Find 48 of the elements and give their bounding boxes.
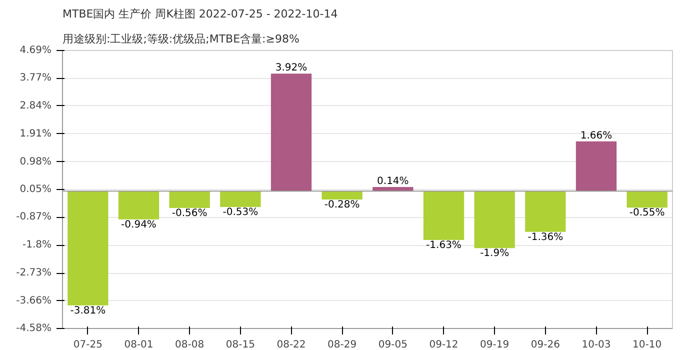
- y-tick-label: -4.58%: [16, 323, 52, 334]
- bar: [68, 191, 108, 306]
- y-tick-label: -2.73%: [16, 268, 52, 279]
- x-tick-label: 07-25: [73, 340, 102, 350]
- y-tick-label: 3.77%: [20, 72, 52, 84]
- data-label: -0.56%: [172, 208, 208, 219]
- x-tick-label: 09-05: [378, 340, 408, 350]
- data-label: 0.14%: [377, 176, 409, 187]
- x-tick-label: 08-15: [226, 340, 255, 350]
- bar: [525, 191, 566, 232]
- x-tick-label: 09-26: [530, 340, 560, 350]
- data-label: 1.66%: [580, 130, 612, 142]
- x-tick-label: 08-29: [328, 340, 357, 350]
- y-tick-label: -3.66%: [16, 295, 52, 306]
- y-tick-label: -1.8%: [22, 240, 52, 251]
- data-label: -1.9%: [480, 248, 510, 260]
- bar: [474, 191, 515, 248]
- y-tick-label: 1.91%: [20, 128, 52, 140]
- bar: [322, 191, 362, 200]
- bar: [118, 191, 160, 220]
- data-label: -1.63%: [426, 240, 462, 252]
- y-tick-label: 0.98%: [20, 156, 52, 168]
- chart-subtitle: 用途级别:工业级;等级:优级品;MTBE含量:≥98%: [62, 32, 300, 46]
- x-tick-label: 10-03: [582, 340, 611, 350]
- x-tick-label: 08-01: [124, 340, 154, 350]
- bar: [169, 191, 210, 208]
- data-label: -0.28%: [324, 200, 360, 211]
- y-tick-label: 0.05%: [20, 184, 52, 196]
- data-label: -0.53%: [222, 207, 258, 218]
- y-tick-label: 2.84%: [20, 100, 52, 112]
- data-label: -0.94%: [121, 219, 156, 230]
- bar: [270, 74, 312, 192]
- data-label: -0.55%: [629, 208, 665, 219]
- data-label: -3.81%: [70, 305, 106, 316]
- x-tick-label: 08-22: [276, 340, 306, 350]
- chart-title: MTBE国内 生产价 周K柱图 2022-07-25 - 2022-10-14: [62, 8, 338, 20]
- bar: [576, 141, 617, 192]
- bar: [220, 191, 261, 208]
- x-tick-label: 09-19: [480, 340, 510, 350]
- x-tick-label: 10-10: [632, 340, 662, 350]
- x-tick-label: 09-12: [429, 340, 458, 350]
- x-tick-label: 08-08: [175, 340, 204, 350]
- data-label: -1.36%: [528, 232, 564, 243]
- y-tick-label: 4.69%: [20, 45, 52, 56]
- y-tick-label: -0.87%: [16, 212, 52, 223]
- bar: [423, 191, 464, 240]
- data-label: 3.92%: [275, 62, 308, 74]
- bar: [626, 191, 668, 208]
